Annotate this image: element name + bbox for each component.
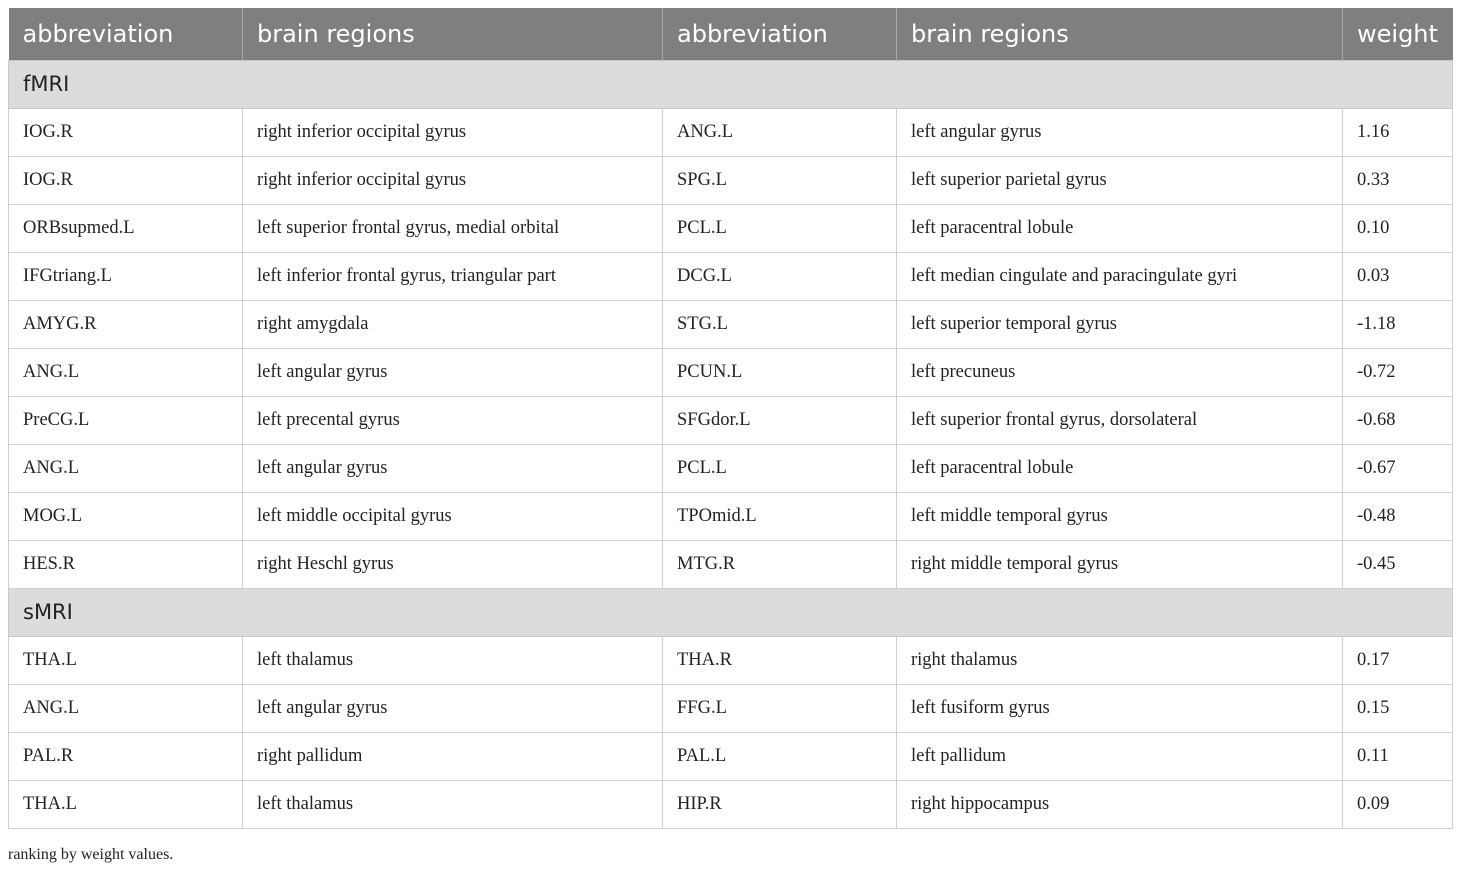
table-row: ANG.L left angular gyrus FFG.L left fusifor…	[8, 683, 1453, 733]
table-row: PAL.R right pallidum PAL.L left pallidum 0.1…	[8, 731, 1453, 781]
abbreviation-b-cell: FFG.L	[662, 683, 897, 733]
section-header-row: sMRI	[8, 587, 1453, 637]
weight-cell: 0.03	[1342, 251, 1453, 301]
abbreviation-a-cell: PAL.R	[8, 731, 243, 781]
weight-cell: -0.67	[1342, 443, 1453, 493]
brain-region-b-cell: right middle temporal gyrus	[896, 539, 1343, 589]
abbreviation-a-cell: ORBsupmed.L	[8, 203, 243, 253]
col-header-abbreviation-1: abbreviation	[8, 8, 243, 60]
weight-cell: -1.18	[1342, 299, 1453, 349]
brain-region-a-cell: left thalamus	[242, 779, 663, 829]
weight-cell: -0.72	[1342, 347, 1453, 397]
weight-cell: 0.17	[1342, 635, 1453, 685]
abbreviation-a-cell: MOG.L	[8, 491, 243, 541]
abbreviation-b-cell: SPG.L	[662, 155, 897, 205]
table-footnote: ranking by weight values.	[8, 846, 174, 863]
abbreviation-b-cell: STG.L	[662, 299, 897, 349]
weight-cell: -0.68	[1342, 395, 1453, 445]
table-row: THA.L left thalamus HIP.R right hippocampus…	[8, 779, 1453, 829]
weight-cell: 1.16	[1342, 107, 1453, 157]
abbreviation-a-cell: HES.R	[8, 539, 243, 589]
weight-cell: -0.48	[1342, 491, 1453, 541]
section-label: fMRI	[8, 59, 1453, 109]
brain-regions-table: abbreviation brain regions abbreviation …	[8, 8, 1453, 829]
abbreviation-a-cell: AMYG.R	[8, 299, 243, 349]
abbreviation-a-cell: THA.L	[8, 779, 243, 829]
brain-region-b-cell: left middle temporal gyrus	[896, 491, 1343, 541]
brain-region-b-cell: left superior frontal gyrus, dorsolatera…	[896, 395, 1343, 445]
col-header-brain-regions-2: brain regions	[896, 8, 1343, 60]
brain-region-a-cell: left thalamus	[242, 635, 663, 685]
abbreviation-b-cell: THA.R	[662, 635, 897, 685]
table-header: abbreviation brain regions abbreviation …	[8, 8, 1453, 60]
brain-region-b-cell: left precuneus	[896, 347, 1343, 397]
col-header-abbreviation-2: abbreviation	[662, 8, 897, 60]
brain-region-a-cell: right inferior occipital gyrus	[242, 107, 663, 157]
abbreviation-b-cell: HIP.R	[662, 779, 897, 829]
brain-region-a-cell: right Heschl gyrus	[242, 539, 663, 589]
abbreviation-b-cell: PCL.L	[662, 443, 897, 493]
brain-region-a-cell: right inferior occipital gyrus	[242, 155, 663, 205]
weight-cell: 0.09	[1342, 779, 1453, 829]
abbreviation-a-cell: PreCG.L	[8, 395, 243, 445]
brain-region-b-cell: left fusiform gyrus	[896, 683, 1343, 733]
table-row: AMYG.R right amygdala STG.L left superior t…	[8, 299, 1453, 349]
col-header-brain-regions-1: brain regions	[242, 8, 663, 60]
brain-region-b-cell: left angular gyrus	[896, 107, 1343, 157]
brain-region-b-cell: left paracentral lobule	[896, 443, 1343, 493]
table-row: PreCG.L left precental gyrus SFGdor.L left …	[8, 395, 1453, 445]
brain-region-a-cell: left angular gyrus	[242, 443, 663, 493]
abbreviation-b-cell: PAL.L	[662, 731, 897, 781]
brain-region-a-cell: left superior frontal gyrus, medial orbi…	[242, 203, 663, 253]
table-row: IFGtriang.L left inferior frontal gyrus, …	[8, 251, 1453, 301]
section-label: sMRI	[8, 587, 1453, 637]
table-body: fMRI IOG.R right inferior occipital gyrus A…	[8, 59, 1453, 829]
brain-region-b-cell: right hippocampus	[896, 779, 1343, 829]
weight-cell: 0.15	[1342, 683, 1453, 733]
table-row: ORBsupmed.L left superior frontal gyrus, …	[8, 203, 1453, 253]
abbreviation-b-cell: MTG.R	[662, 539, 897, 589]
table-row: THA.L left thalamus THA.R right thalamus 0.1…	[8, 635, 1453, 685]
table-container: abbreviation brain regions abbreviation …	[8, 8, 1453, 829]
abbreviation-b-cell: ANG.L	[662, 107, 897, 157]
abbreviation-b-cell: TPOmid.L	[662, 491, 897, 541]
abbreviation-b-cell: PCUN.L	[662, 347, 897, 397]
table-row: ANG.L left angular gyrus PCUN.L left precun…	[8, 347, 1453, 397]
abbreviation-b-cell: PCL.L	[662, 203, 897, 253]
brain-region-a-cell: left angular gyrus	[242, 683, 663, 733]
brain-region-a-cell: left precental gyrus	[242, 395, 663, 445]
table-row: IOG.R right inferior occipital gyrus ANG.L…	[8, 107, 1453, 157]
brain-region-a-cell: left middle occipital gyrus	[242, 491, 663, 541]
abbreviation-a-cell: ANG.L	[8, 683, 243, 733]
abbreviation-b-cell: DCG.L	[662, 251, 897, 301]
brain-region-b-cell: left paracentral lobule	[896, 203, 1343, 253]
brain-region-a-cell: right pallidum	[242, 731, 663, 781]
abbreviation-b-cell: SFGdor.L	[662, 395, 897, 445]
weight-cell: 0.11	[1342, 731, 1453, 781]
table-row: IOG.R right inferior occipital gyrus SPG.L…	[8, 155, 1453, 205]
weight-cell: 0.10	[1342, 203, 1453, 253]
brain-region-b-cell: left median cingulate and paracingulate …	[896, 251, 1343, 301]
col-header-weight: weight	[1342, 8, 1453, 60]
abbreviation-a-cell: IFGtriang.L	[8, 251, 243, 301]
brain-region-b-cell: left pallidum	[896, 731, 1343, 781]
brain-region-a-cell: right amygdala	[242, 299, 663, 349]
brain-region-b-cell: left superior temporal gyrus	[896, 299, 1343, 349]
abbreviation-a-cell: THA.L	[8, 635, 243, 685]
weight-cell: -0.45	[1342, 539, 1453, 589]
section-header-row: fMRI	[8, 59, 1453, 109]
abbreviation-a-cell: IOG.R	[8, 155, 243, 205]
abbreviation-a-cell: ANG.L	[8, 443, 243, 493]
table-row: HES.R right Heschl gyrus MTG.R right middle…	[8, 539, 1453, 589]
weight-cell: 0.33	[1342, 155, 1453, 205]
table-row: ANG.L left angular gyrus PCL.L left paracen…	[8, 443, 1453, 493]
brain-region-b-cell: right thalamus	[896, 635, 1343, 685]
brain-region-a-cell: left angular gyrus	[242, 347, 663, 397]
abbreviation-a-cell: ANG.L	[8, 347, 243, 397]
brain-region-b-cell: left superior parietal gyrus	[896, 155, 1343, 205]
table-row: MOG.L left middle occipital gyrus TPOmid.L…	[8, 491, 1453, 541]
brain-region-a-cell: left inferior frontal gyrus, triangular …	[242, 251, 663, 301]
abbreviation-a-cell: IOG.R	[8, 107, 243, 157]
